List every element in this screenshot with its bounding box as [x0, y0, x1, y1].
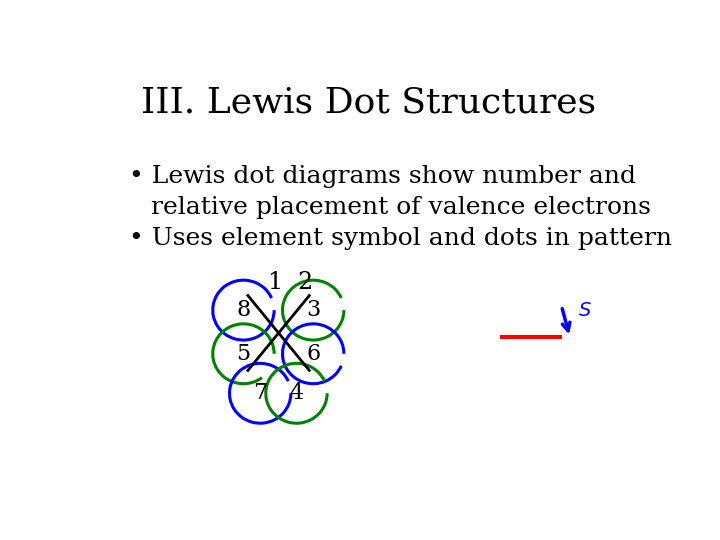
Text: 4: 4: [289, 382, 304, 404]
Text: • Lewis dot diagrams show number and: • Lewis dot diagrams show number and: [129, 165, 636, 187]
Text: 8: 8: [236, 299, 251, 321]
Text: 3: 3: [306, 299, 320, 321]
Text: relative placement of valence electrons: relative placement of valence electrons: [151, 196, 652, 219]
Text: 7: 7: [253, 382, 267, 404]
Text: 6: 6: [306, 343, 320, 365]
Text: III. Lewis Dot Structures: III. Lewis Dot Structures: [141, 85, 597, 119]
Text: $\mathit{S}$: $\mathit{S}$: [578, 301, 592, 320]
Text: 1  2: 1 2: [269, 271, 313, 294]
Text: • Uses element symbol and dots in pattern: • Uses element symbol and dots in patter…: [129, 227, 672, 250]
Text: 5: 5: [236, 343, 251, 365]
